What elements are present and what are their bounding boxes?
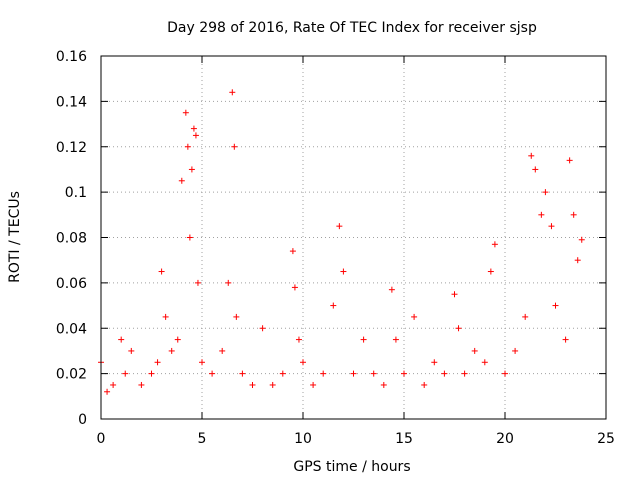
data-point — [578, 236, 585, 243]
data-point — [411, 313, 418, 320]
data-point — [392, 336, 399, 343]
x-tick-label: 15 — [395, 431, 413, 447]
data-point — [289, 248, 296, 255]
data-point — [239, 370, 246, 377]
x-tick-label: 20 — [496, 431, 514, 447]
data-point — [401, 370, 407, 377]
data-point — [340, 268, 347, 275]
data-point — [441, 370, 448, 377]
data-point — [184, 143, 191, 150]
data-point — [310, 381, 317, 388]
data-point — [174, 336, 181, 343]
data-point — [570, 211, 577, 218]
data-point — [300, 359, 306, 366]
data-point — [471, 347, 478, 354]
data-point — [380, 381, 387, 388]
data-point — [219, 347, 226, 354]
data-point — [562, 336, 569, 343]
data-point — [209, 370, 216, 377]
data-point — [455, 325, 462, 332]
data-point — [512, 347, 519, 354]
data-point — [538, 211, 545, 218]
data-point — [320, 370, 327, 377]
data-point — [431, 359, 438, 366]
data-point — [502, 370, 508, 377]
data-point — [229, 89, 236, 96]
data-point — [249, 381, 256, 388]
data-point — [104, 388, 111, 395]
y-tick-label: 0.02 — [56, 367, 87, 383]
data-point — [542, 189, 549, 196]
data-point — [481, 359, 488, 366]
x-axis-label: GPS time / hours — [293, 459, 410, 475]
data-point — [360, 336, 367, 343]
y-tick-label: 0.16 — [56, 49, 87, 65]
data-point — [491, 241, 498, 248]
data-point — [388, 286, 395, 293]
data-point — [128, 347, 135, 354]
x-tick-label: 25 — [597, 431, 615, 447]
data-point — [487, 268, 494, 275]
data-point — [370, 370, 377, 377]
y-tick-label: 0.1 — [65, 185, 87, 201]
data-point — [350, 370, 357, 377]
data-point — [138, 381, 145, 388]
data-point — [461, 370, 468, 377]
y-tick-label: 0.12 — [56, 140, 87, 156]
data-point — [295, 336, 302, 343]
data-point — [199, 359, 205, 366]
data-point — [188, 166, 195, 173]
y-tick-label: 0.14 — [56, 94, 87, 110]
data-point — [231, 143, 238, 150]
data-point — [110, 381, 117, 388]
data-point — [336, 223, 343, 230]
data-point — [574, 257, 581, 264]
data-point — [269, 381, 276, 388]
chart-title: Day 298 of 2016, Rate Of TEC Index for r… — [167, 20, 537, 36]
y-tick-label: 0.08 — [56, 231, 87, 247]
data-point — [522, 313, 529, 320]
y-tick-label: 0.06 — [56, 276, 87, 292]
y-axis-label: ROTI / TECUs — [7, 191, 23, 283]
x-tick-label: 0 — [97, 431, 106, 447]
data-point — [528, 152, 535, 159]
y-tick-label: 0.04 — [56, 321, 87, 337]
data-point — [552, 302, 559, 309]
data-point — [182, 109, 189, 116]
data-point — [190, 125, 197, 132]
data-point — [566, 157, 573, 164]
data-point — [225, 279, 232, 286]
axis-ticks: 0 5 10 15 20 25 0 0.02 0.04 0.06 0.08 0.1 0.12 0.14 0.… — [56, 49, 615, 447]
data-point — [451, 291, 458, 298]
y-tick-label: 0 — [78, 412, 87, 428]
data-point — [186, 234, 193, 241]
data-point — [148, 370, 155, 377]
data-point — [259, 325, 266, 332]
data-point — [118, 336, 125, 343]
data-point — [532, 166, 539, 173]
data-point — [330, 302, 337, 309]
data-point — [122, 370, 129, 377]
data-point — [178, 177, 185, 184]
x-tick-label: 5 — [198, 431, 207, 447]
data-point — [279, 370, 286, 377]
data-point — [162, 313, 169, 320]
data-points — [98, 89, 585, 395]
x-tick-label: 10 — [294, 431, 312, 447]
data-point — [192, 132, 199, 139]
data-point — [158, 268, 165, 275]
data-point — [548, 223, 555, 230]
data-point — [291, 284, 298, 291]
data-point — [154, 359, 161, 366]
data-point — [168, 347, 175, 354]
data-point — [421, 381, 428, 388]
grid — [101, 56, 606, 419]
data-point — [194, 279, 201, 286]
data-point — [233, 313, 240, 320]
